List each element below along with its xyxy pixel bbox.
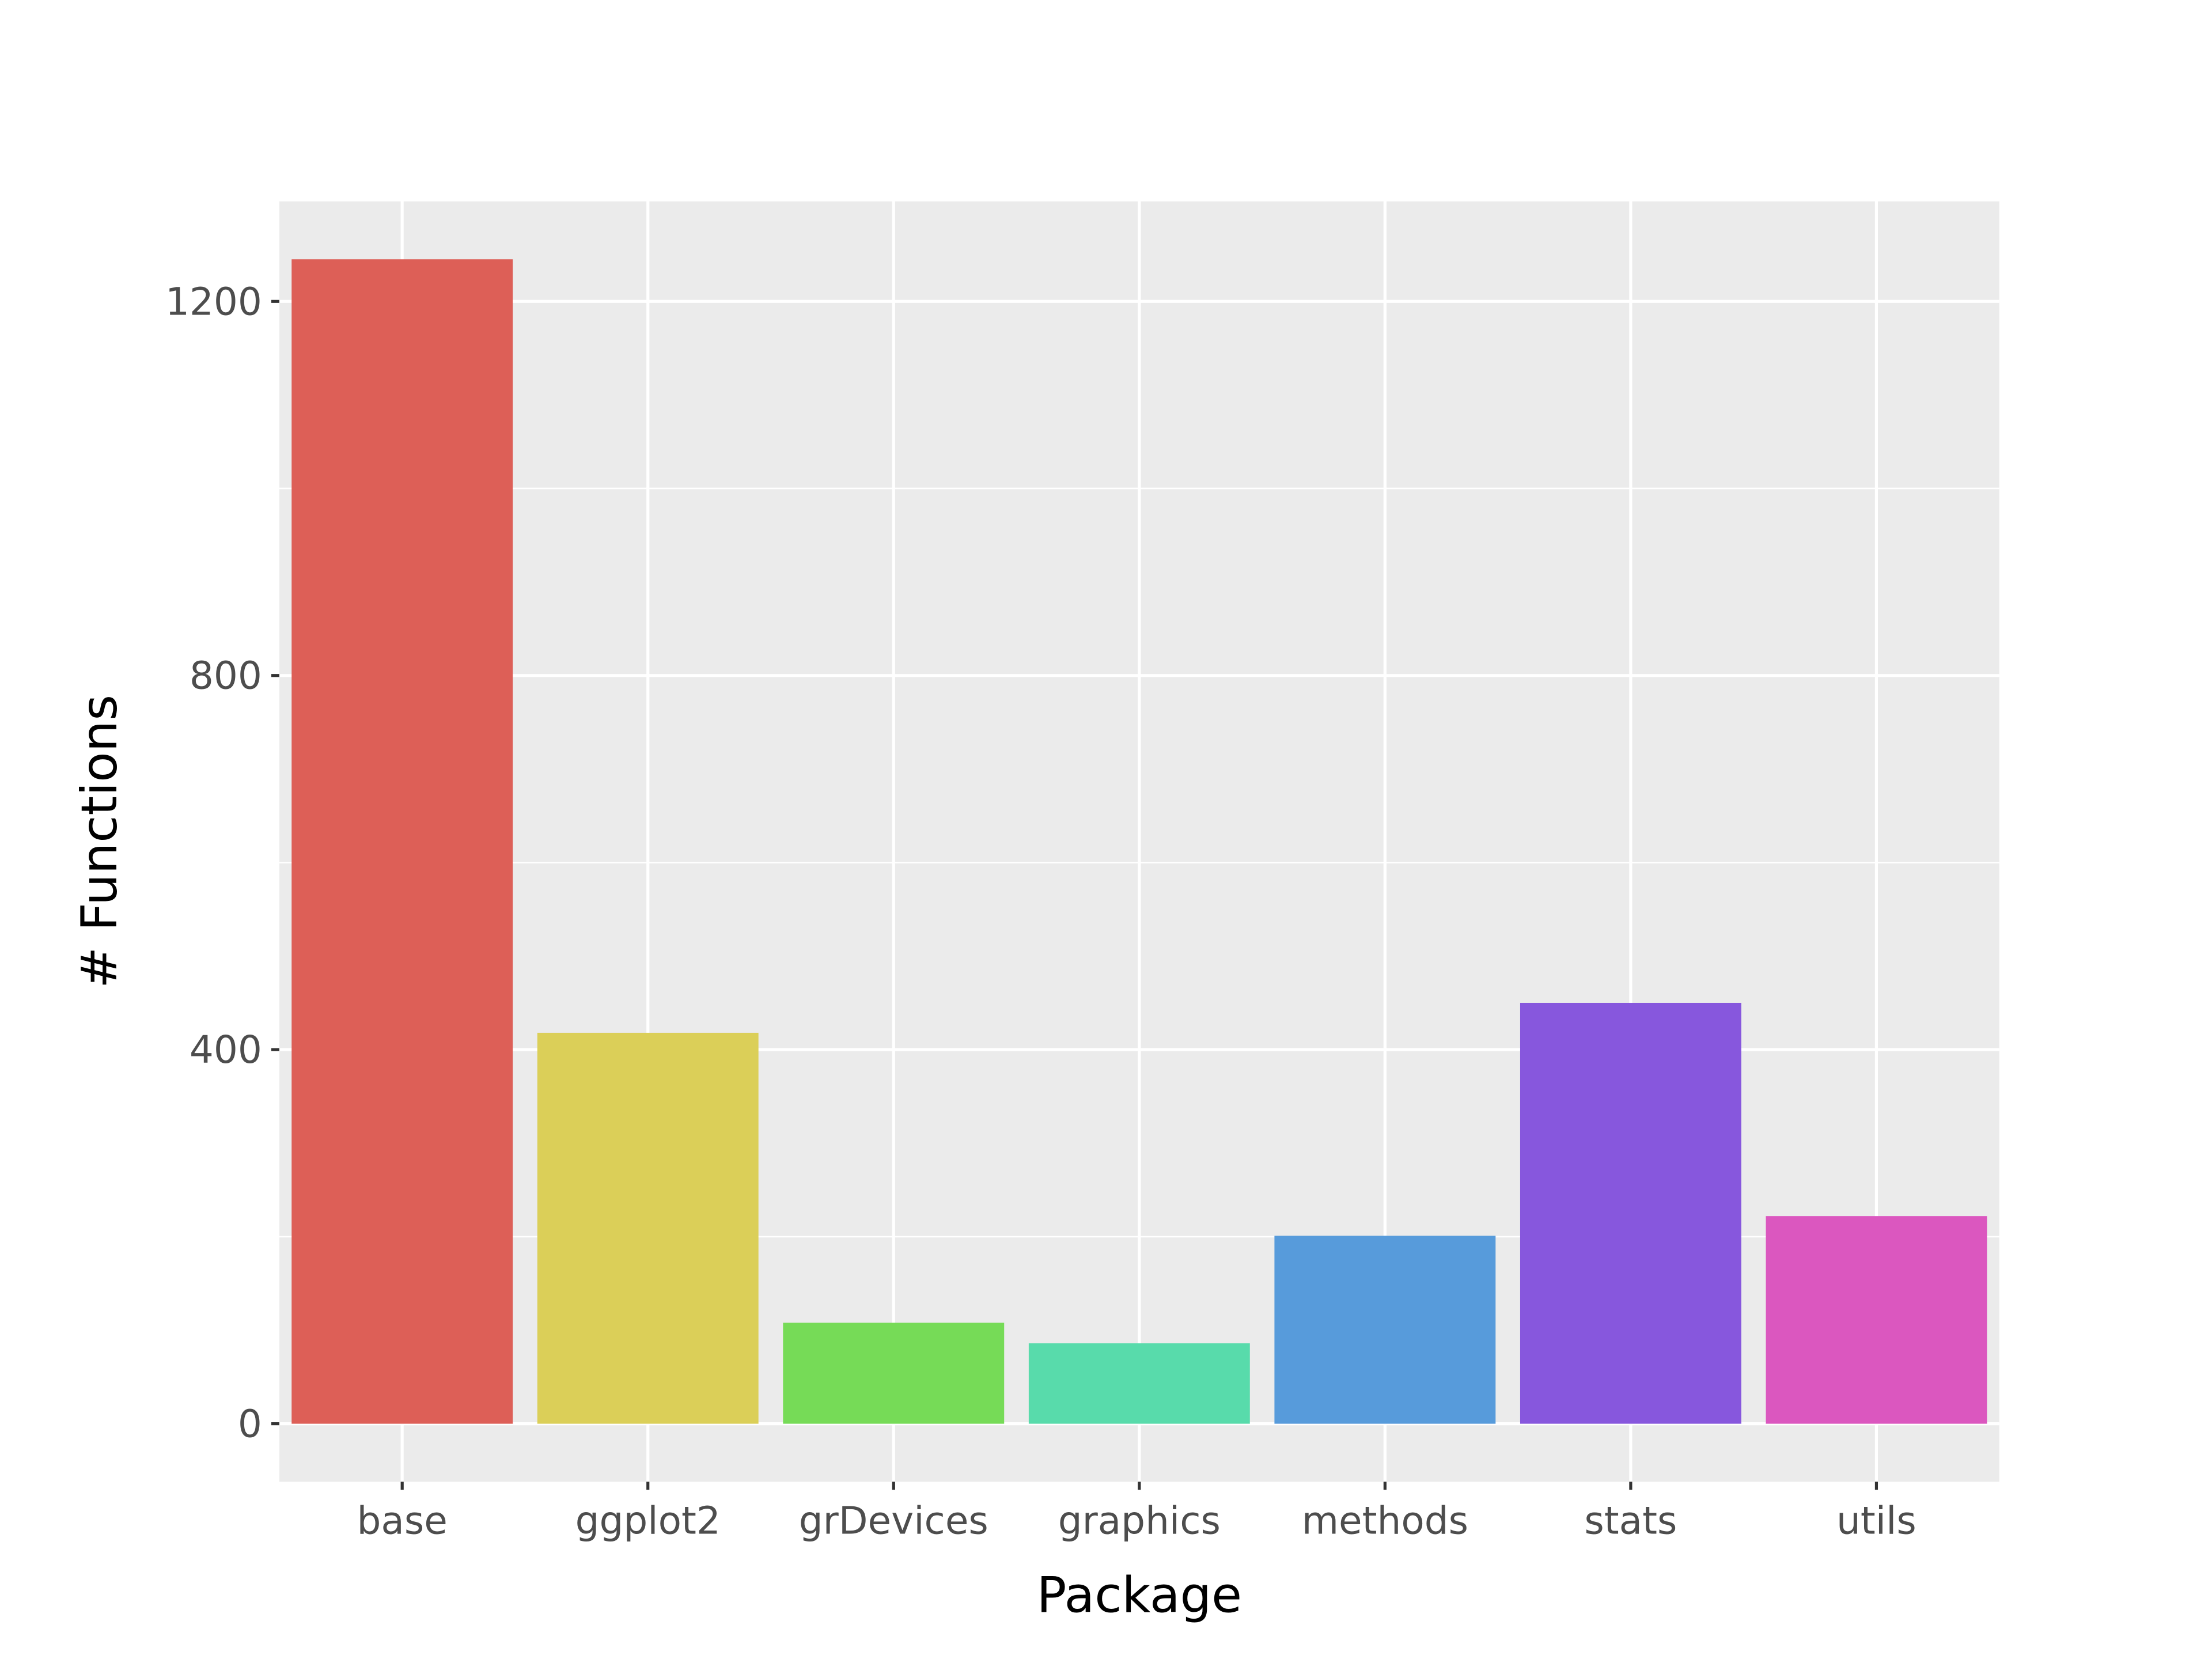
x-tick-label-utils: utils: [1836, 1498, 1916, 1543]
x-tick-label-base: base: [357, 1498, 448, 1543]
bar-base: [291, 259, 513, 1424]
x-tick-label-grDevices: grDevices: [799, 1498, 988, 1543]
x-tick-label-ggplot2: ggplot2: [575, 1498, 721, 1543]
y-axis-title: # Functions: [71, 695, 128, 988]
x-axis-ticks: base ggplot2 grDevices graphics methods stats…: [357, 1482, 1916, 1543]
y-tick-label: 800: [190, 654, 262, 698]
y-axis-ticks: 0 400 800 1200: [165, 279, 279, 1446]
bar-grDevices: [783, 1323, 1005, 1424]
bar-stats: [1520, 1002, 1741, 1424]
bar-methods: [1274, 1236, 1496, 1424]
y-tick-label: 0: [238, 1402, 262, 1446]
x-axis-title: Package: [1037, 1567, 1242, 1624]
bar-utils: [1766, 1216, 1987, 1424]
x-tick-label-methods: methods: [1302, 1498, 1468, 1543]
bar-ggplot2: [537, 1032, 759, 1424]
y-tick-label: 400: [190, 1028, 262, 1072]
y-tick-label: 1200: [165, 279, 262, 324]
x-tick-label-stats: stats: [1584, 1498, 1677, 1543]
bar-graphics: [1028, 1343, 1250, 1424]
bars: [291, 259, 1987, 1424]
x-tick-label-graphics: graphics: [1058, 1498, 1221, 1543]
